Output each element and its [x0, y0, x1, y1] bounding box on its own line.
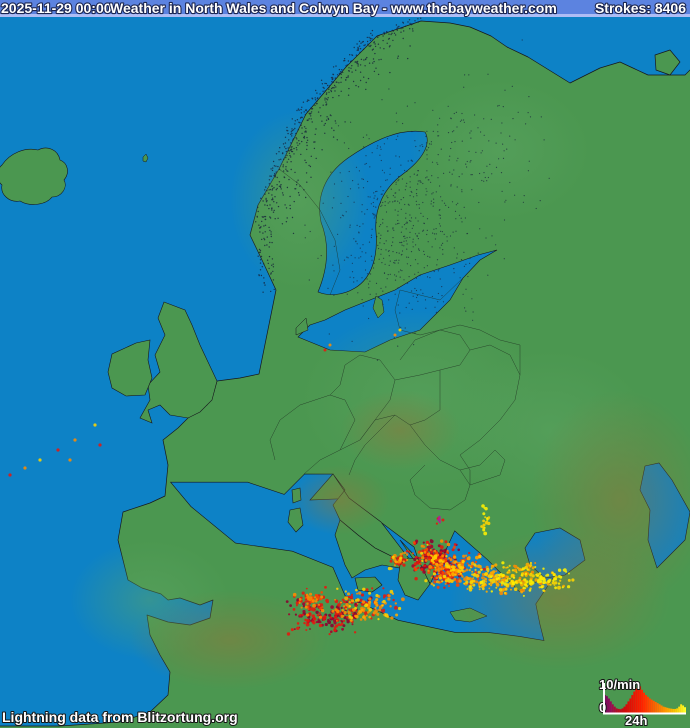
svg-text:10/min: 10/min: [599, 677, 640, 692]
svg-text:24h: 24h: [625, 713, 647, 728]
svg-text:Weather in North Wales and Col: Weather in North Wales and Colwyn Bay - …: [110, 0, 557, 16]
svg-text:2025-11-29 00:00: 2025-11-29 00:00: [1, 0, 112, 16]
svg-text:Strokes: 8406: Strokes: 8406: [595, 0, 686, 16]
svg-text:Lightning data from Blitzortun: Lightning data from Blitzortung.org: [2, 709, 238, 725]
